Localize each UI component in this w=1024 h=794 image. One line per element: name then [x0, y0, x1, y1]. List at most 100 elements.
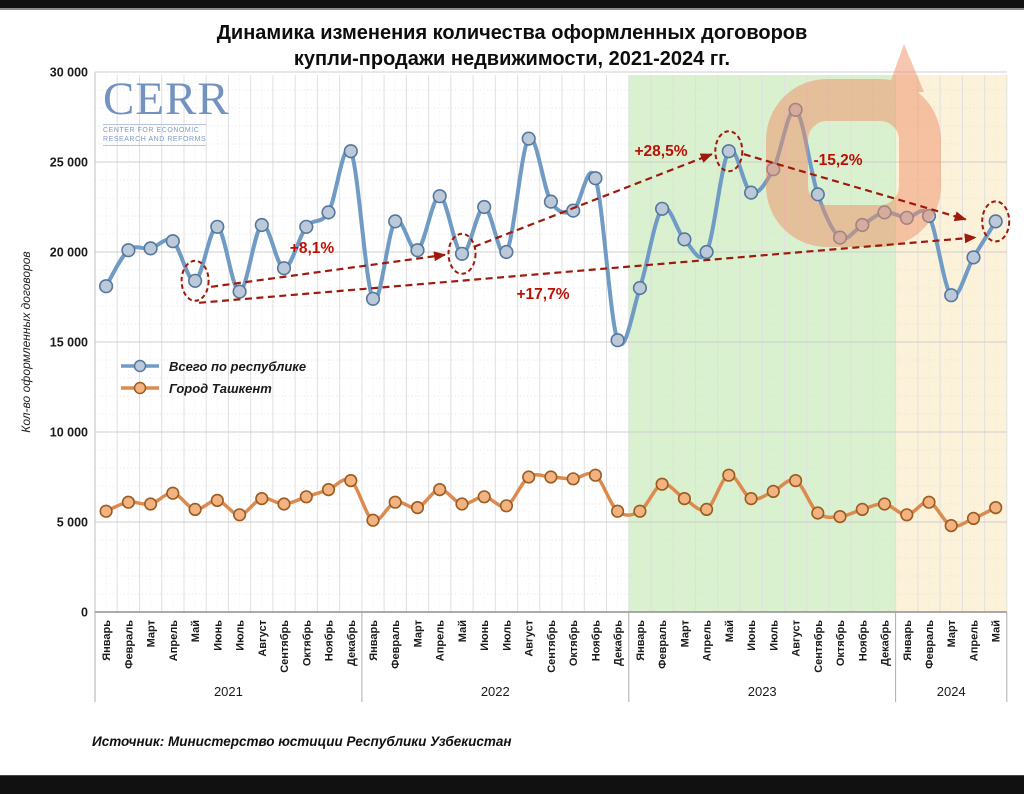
data-point-marker [588, 171, 603, 186]
circled-data-point [714, 130, 744, 173]
data-point-marker [766, 484, 780, 499]
month-label: Апрель [702, 620, 714, 661]
data-point-marker [410, 501, 425, 515]
month-label: Сентябрь [546, 620, 558, 673]
month-label: Январь [101, 620, 113, 661]
circled-data-point [981, 200, 1011, 243]
month-label: Октябрь [835, 620, 847, 666]
data-point-marker [877, 497, 892, 511]
trend-line [743, 153, 967, 222]
source-note: Источник: Министерство юстиции Республик… [92, 734, 512, 749]
data-point-marker [477, 490, 491, 504]
data-point-marker [454, 246, 470, 261]
data-point-marker [966, 250, 981, 265]
data-point-marker [299, 490, 313, 504]
month-label: Апрель [969, 620, 981, 661]
data-point-marker [721, 144, 736, 159]
month-label: Июнь [212, 620, 224, 651]
month-label: Сентябрь [279, 620, 291, 673]
data-point-marker [455, 497, 469, 511]
month-label: Май [724, 620, 736, 642]
data-point-marker [988, 214, 1003, 229]
data-point-marker [188, 502, 202, 517]
data-point-marker [321, 205, 336, 220]
data-point-marker [99, 504, 113, 518]
y-tick-label: 20 000 [50, 246, 88, 260]
month-label: Август [524, 619, 536, 656]
data-point-marker [989, 501, 1003, 515]
data-point-marker [255, 492, 269, 506]
month-label: Декабрь [346, 620, 358, 666]
data-point-marker [366, 513, 380, 527]
data-point-marker [210, 219, 225, 234]
data-point-marker [566, 472, 580, 486]
page-title-line1: Динамика изменения количества оформленны… [216, 22, 808, 44]
data-point-marker [544, 470, 558, 484]
data-point-marker [677, 492, 692, 506]
month-label: Февраль [390, 620, 402, 669]
data-point-marker [654, 201, 670, 216]
data-point-marker [232, 284, 247, 299]
data-point-marker [632, 280, 648, 296]
month-label: Апрель [435, 620, 447, 661]
month-label: Февраль [123, 620, 135, 669]
data-point-marker [810, 187, 825, 202]
trend-label: +8,1% [290, 240, 335, 257]
letterbox-bottom [0, 775, 1024, 794]
y-tick-label: 30 000 [50, 66, 88, 80]
data-point-marker [233, 508, 247, 522]
year-label: 2021 [214, 684, 243, 699]
month-label: Июнь [746, 620, 758, 651]
trend-line [473, 153, 713, 248]
year-label: 2022 [481, 684, 510, 699]
y-tick-label: 10 000 [50, 426, 88, 440]
month-label: Октябрь [568, 620, 580, 666]
data-point-marker [522, 470, 536, 484]
month-label: Февраль [657, 620, 669, 669]
month-label: Март [946, 619, 958, 647]
month-label: Март [679, 619, 691, 647]
data-point-marker [966, 511, 981, 526]
month-label: Январь [368, 620, 380, 661]
data-point-marker [98, 279, 114, 294]
month-label: Июль [501, 620, 513, 651]
data-point-marker [210, 493, 224, 508]
month-label: Апрель [168, 620, 180, 661]
year-label: 2024 [937, 684, 966, 699]
data-point-marker [610, 504, 625, 518]
data-point-marker [722, 468, 736, 482]
year-label: 2023 [748, 684, 777, 699]
month-label: Май [457, 620, 469, 642]
month-label: Май [190, 620, 202, 642]
page-title-line2: купли-продажи недвижимости, 2021-2024 гг… [293, 48, 731, 70]
data-point-marker [944, 518, 958, 533]
data-point-marker [277, 497, 291, 511]
trend-label: +17,7% [516, 286, 569, 303]
data-point-marker [410, 243, 425, 258]
cerr-logo-wordmark: CERR [103, 73, 230, 125]
data-point-marker [610, 333, 625, 348]
data-point-marker [121, 243, 136, 258]
data-point-marker [944, 288, 959, 303]
legend-label-republic: Всего по республике [169, 358, 307, 374]
data-point-marker [321, 483, 336, 497]
data-point-marker [299, 219, 314, 234]
data-point-marker [543, 194, 559, 209]
data-point-marker [788, 474, 803, 488]
month-label: Ноябрь [324, 620, 336, 661]
circled-data-point [447, 232, 477, 275]
data-point-marker [121, 495, 135, 509]
data-point-marker [922, 495, 936, 509]
y-tick-label: 15 000 [50, 336, 88, 350]
data-point-marker [855, 502, 869, 517]
data-point-marker [744, 492, 758, 506]
month-label: Декабрь [613, 620, 625, 666]
data-point-marker [699, 244, 714, 260]
y-axis-title: Кол-во оформленных договоров [19, 251, 33, 432]
data-point-marker [499, 499, 514, 513]
page-title: Динамика изменения количества оформленны… [0, 20, 1024, 72]
data-point-marker [166, 486, 180, 500]
data-point-marker [811, 506, 825, 520]
month-label: Июль [768, 620, 780, 651]
data-point-marker [566, 203, 581, 218]
